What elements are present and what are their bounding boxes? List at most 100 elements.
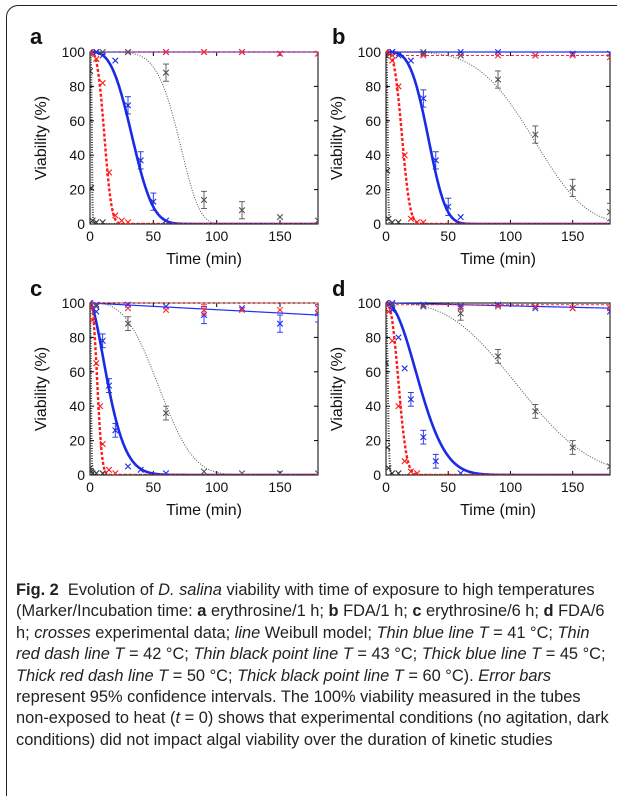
data-point-cross <box>124 320 132 327</box>
x-tick-label: 0 <box>86 479 94 495</box>
data-point-cross <box>238 49 246 56</box>
data-point-cross <box>606 304 610 312</box>
y-tick-label: 80 <box>69 329 85 345</box>
crosses-label: crosses <box>34 623 91 642</box>
data-point-cross <box>112 212 119 219</box>
data-point-cross <box>389 219 396 224</box>
data-point-cross <box>401 458 408 465</box>
data-point-cross <box>90 49 94 56</box>
y-tick-label: 80 <box>365 329 381 345</box>
data-point-cross <box>532 52 539 59</box>
data-point-cross <box>90 317 96 324</box>
data-point-cross <box>569 52 576 59</box>
x-axis-label: Time (min) <box>460 251 536 268</box>
series-thick-blue: Thick blue line T <box>421 645 542 664</box>
data-point-cross <box>407 57 415 64</box>
model-curve-black-thick <box>90 302 318 475</box>
series-thin-blue: Thin blue line T <box>376 623 489 642</box>
data-point-cross <box>112 427 119 434</box>
data-point-cross <box>569 444 576 451</box>
panel-label: c <box>30 276 42 301</box>
x-axis-label: Time (min) <box>460 502 536 519</box>
y-tick-label: 60 <box>365 113 381 129</box>
data-point-cross <box>532 303 539 310</box>
y-tick-label: 60 <box>69 113 85 129</box>
panel-ref-c: c <box>412 602 422 621</box>
caption-text: FDA/1 h; <box>338 602 413 621</box>
x-axis-label: Time (min) <box>166 251 242 268</box>
data-point-cross <box>389 306 396 314</box>
time-variable: t <box>175 709 181 728</box>
data-point-cross <box>606 463 610 470</box>
caption-text: = 0) shows that experimental conditions … <box>16 709 609 749</box>
x-tick-label: 100 <box>205 479 229 495</box>
data-point-cross <box>124 219 132 224</box>
panel-a: a 0 20 40 60 80 100 0 50 100 150 Time (min) Viabilit… <box>30 24 319 268</box>
data-point-cross <box>395 403 402 410</box>
y-tick-label: 40 <box>365 147 381 163</box>
data-point-cross <box>494 353 502 360</box>
data-point-cross <box>238 306 246 314</box>
data-point-cross <box>407 468 415 475</box>
plot-area <box>386 49 610 224</box>
data-point-cross <box>93 303 100 310</box>
y-tick-label: 20 <box>365 433 381 449</box>
plot-area <box>90 49 318 224</box>
data-point-cross <box>162 306 170 314</box>
data-point-cross <box>93 308 100 315</box>
data-point-cross <box>420 95 427 102</box>
data-point-cross <box>150 198 157 205</box>
x-tick-label: 100 <box>499 479 523 495</box>
data-point-cross <box>401 152 408 159</box>
y-tick-label: 20 <box>69 182 85 198</box>
series-thick-red: Thick red dash line T <box>16 666 169 685</box>
data-point-cross <box>162 409 170 417</box>
data-point-cross <box>445 203 452 210</box>
data-point-cross <box>200 196 208 204</box>
x-tick-label: 150 <box>561 479 585 495</box>
data-point-cross <box>389 57 396 64</box>
y-tick-label: 60 <box>69 364 85 380</box>
data-point-cross <box>432 458 439 465</box>
data-point-cross <box>118 217 125 224</box>
data-point-cross <box>96 403 104 410</box>
caption-text: erythrosine/1 h; <box>206 602 329 621</box>
data-point-cross <box>90 217 96 224</box>
data-point-cross <box>407 396 415 403</box>
y-tick-label: 40 <box>69 398 85 414</box>
y-tick-label: 100 <box>62 295 86 311</box>
data-point-cross <box>420 301 427 308</box>
data-point-cross <box>401 365 408 372</box>
data-point-cross <box>238 304 246 312</box>
data-point-cross <box>137 466 144 474</box>
model-curve-red-thick <box>90 301 318 475</box>
plot-frame <box>89 302 319 476</box>
x-tick-label: 50 <box>146 228 162 244</box>
data-point-cross <box>93 49 100 56</box>
data-point-cross <box>413 470 421 475</box>
caption-text: = 50 °C; <box>168 666 238 685</box>
panel-c: c 0 20 40 60 80 100 0 50 100 150 Time (min) Viabilit… <box>30 276 319 519</box>
caption-text: erythrosine/6 h; <box>421 602 544 621</box>
data-point-cross <box>420 49 427 56</box>
data-point-cross <box>420 433 427 441</box>
data-point-cross <box>386 308 392 315</box>
caption-text: represent 95% confidence intervals. The … <box>16 688 581 728</box>
y-tick-label: 40 <box>69 147 85 163</box>
panel-b: b 0 20 40 60 80 100 0 50 100 150 Time (min) Viabilit… <box>329 24 611 268</box>
data-point-cross <box>532 131 539 138</box>
y-tick-label: 20 <box>69 433 85 449</box>
data-point-cross <box>389 301 396 308</box>
data-point-cross <box>395 334 402 341</box>
data-point-cross <box>386 464 392 472</box>
model-curve-black-thin <box>90 302 318 475</box>
x-tick-label: 150 <box>268 479 292 495</box>
data-point-cross <box>105 169 113 176</box>
data-point-cross <box>386 360 390 367</box>
caption-text: viability with time of exposure to high … <box>16 581 595 621</box>
y-axis-label: Viability (%) <box>329 96 346 180</box>
y-tick-label: 0 <box>373 467 381 483</box>
data-point-cross <box>162 217 170 224</box>
data-point-cross <box>569 184 576 192</box>
data-point-cross <box>389 470 396 475</box>
